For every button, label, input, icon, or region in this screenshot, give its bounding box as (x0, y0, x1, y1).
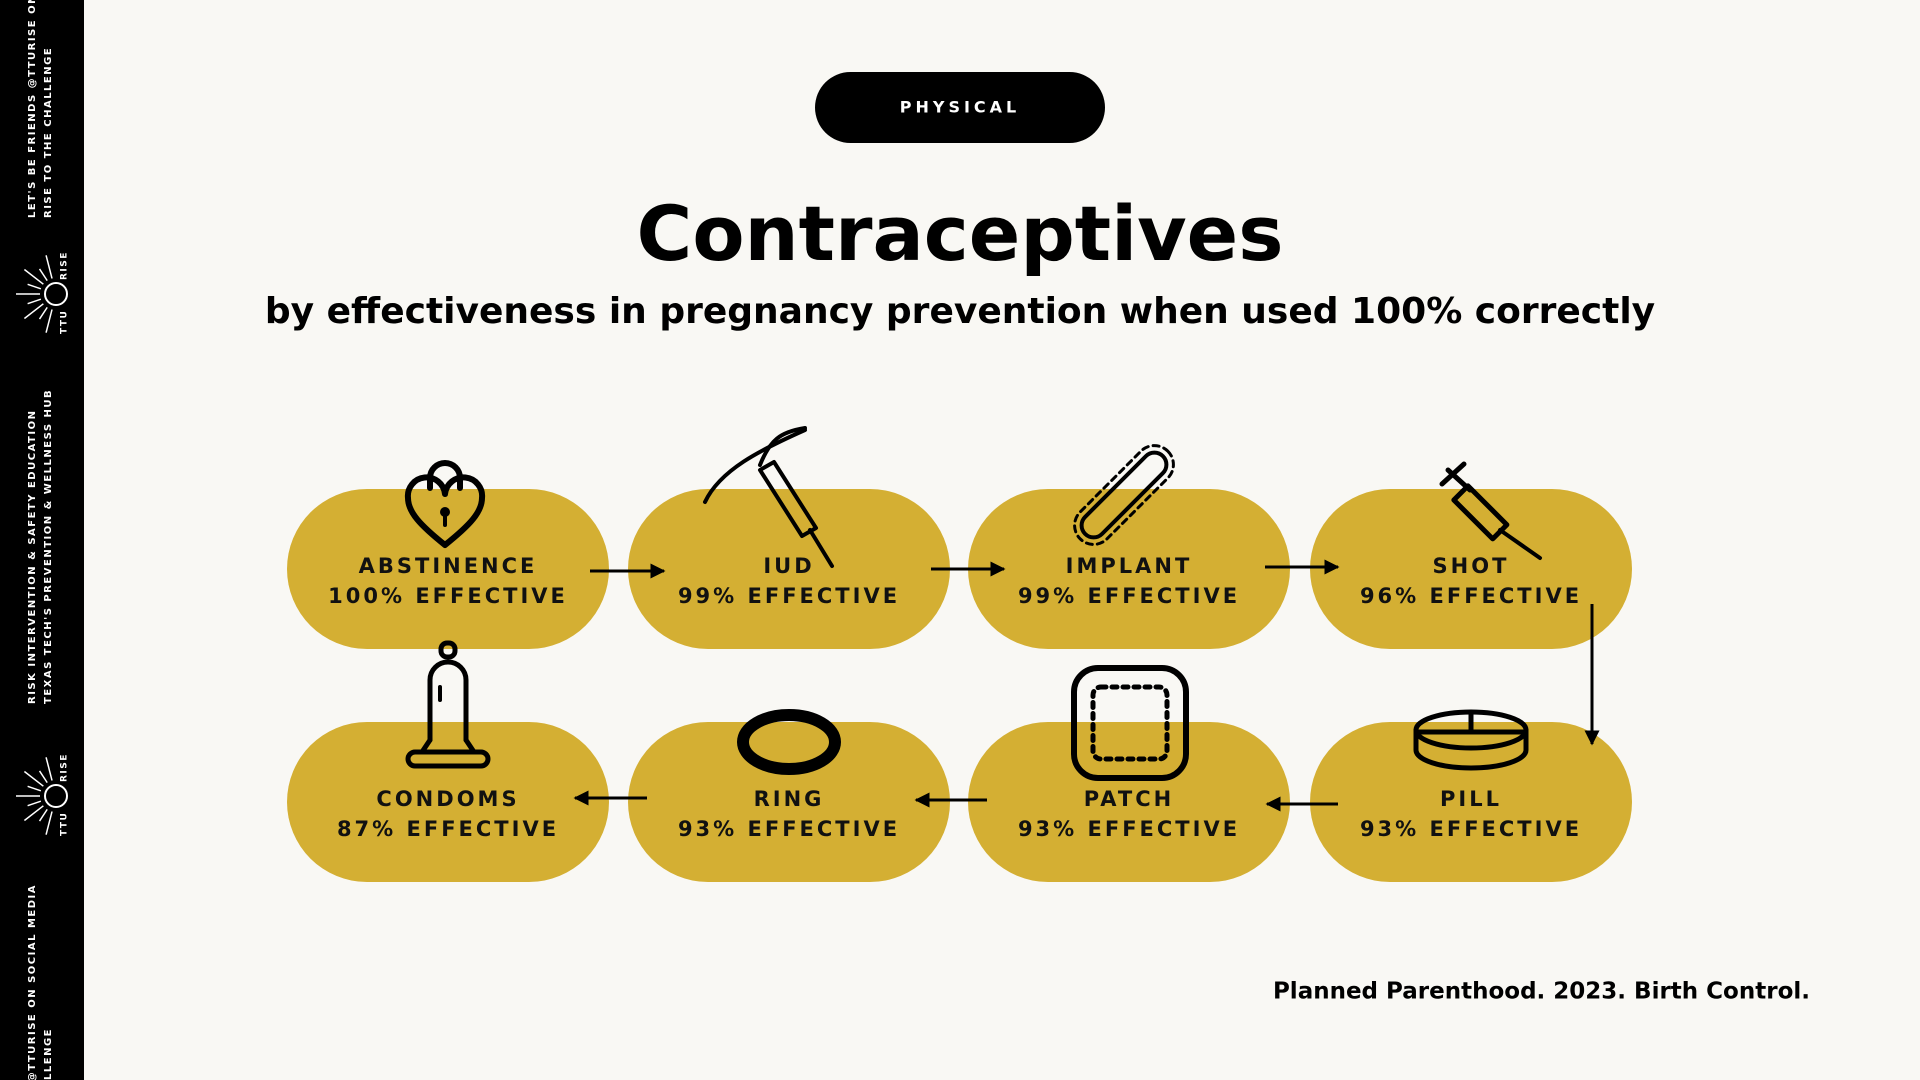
node-effectiveness: 93% EFFECTIVE (1360, 817, 1582, 841)
node-effectiveness: 100% EFFECTIVE (328, 584, 568, 608)
node-effectiveness: 87% EFFECTIVE (337, 817, 559, 841)
logo-ray (23, 303, 44, 320)
logo: TTU RISE (16, 251, 70, 334)
logo-ray (38, 268, 48, 282)
lock-icon (404, 460, 486, 548)
logo-text: TTU (60, 310, 70, 334)
sidebar-text: TEXAS TECH'S PREVENTION & WELLNESS HUB (43, 389, 54, 704)
nodes: ABSTINENCE 100% EFFECTIVE IUD 99% EFFECTIVE… (287, 489, 1632, 882)
sidebar-text: LLENGE (43, 1028, 54, 1080)
node-label: IUD (763, 554, 814, 578)
logo-ray (27, 283, 42, 290)
node: ABSTINENCE 100% EFFECTIVE (287, 489, 609, 649)
icons (404, 426, 1542, 781)
node: PATCH 93% EFFECTIVE (968, 722, 1290, 882)
node: SHOT 96% EFFECTIVE (1310, 489, 1632, 649)
node-effectiveness: 93% EFFECTIVE (1018, 817, 1240, 841)
arrows (573, 559, 1600, 812)
node-effectiveness: 96% EFFECTIVE (1360, 584, 1582, 608)
node-pill (287, 489, 609, 649)
node-label: RING (754, 787, 825, 811)
logo-ray (23, 268, 44, 285)
logo: TTU RISE (16, 753, 70, 836)
node-pill (968, 722, 1290, 882)
logos: TTU RISE TTU RISE (16, 251, 70, 836)
logo-ray (38, 770, 48, 784)
logo-ray (23, 770, 44, 787)
implant-icon (1073, 444, 1175, 546)
subtitle: by effectiveness in pregnancy prevention… (265, 291, 1655, 332)
pill-icon (1413, 709, 1529, 771)
ring-icon (737, 709, 841, 775)
logo-text: TTU (60, 812, 70, 836)
logo-ray (38, 306, 48, 320)
logo-ray (45, 757, 53, 781)
node-label: CONDOMS (376, 787, 519, 811)
node-label: PILL (1440, 787, 1502, 811)
logo-ray (27, 785, 42, 792)
node-label: SHOT (1433, 554, 1510, 578)
node-label: PATCH (1084, 787, 1174, 811)
sidebar-text: @TTURISE ON SOCIAL MEDIA (27, 884, 38, 1080)
logo-ray (45, 811, 53, 835)
logo-text: RISE (60, 251, 70, 280)
logo-ray (38, 808, 48, 822)
iud-icon (703, 426, 834, 568)
node: PILL 93% EFFECTIVE (1310, 722, 1632, 882)
node-pill (1310, 722, 1632, 882)
node: IUD 99% EFFECTIVE (628, 489, 950, 649)
patch-icon (1071, 665, 1189, 781)
logo-ray (27, 800, 42, 807)
logo-ray (45, 309, 53, 333)
title: Contraceptives (637, 189, 1284, 278)
logo-ray (27, 298, 42, 305)
badge (815, 72, 1105, 143)
logo-ray (23, 805, 44, 822)
sidebar-text: RISE TO THE CHALLENGE (43, 47, 54, 218)
node: CONDOMS 87% EFFECTIVE (287, 722, 609, 882)
citation: Planned Parenthood. 2023. Birth Control. (1273, 979, 1810, 1005)
sidebar-text: RISK INTERVENTION & SAFETY EDUCATION (27, 410, 38, 704)
node-effectiveness: 99% EFFECTIVE (678, 584, 900, 608)
node-effectiveness: 99% EFFECTIVE (1018, 584, 1240, 608)
badge-text: PHYSICAL (900, 98, 1021, 117)
logo-circle (44, 282, 68, 306)
node-pill (968, 489, 1290, 649)
logo-circle (44, 784, 68, 808)
node: IMPLANT 99% EFFECTIVE (968, 489, 1290, 649)
node-pill (1310, 489, 1632, 649)
node: RING 93% EFFECTIVE (628, 722, 950, 882)
node-effectiveness: 93% EFFECTIVE (678, 817, 900, 841)
logo-ray (45, 255, 53, 279)
sidebar-text: LET'S BE FRIENDS @TTURISE ON (27, 0, 38, 218)
node-pill (287, 722, 609, 882)
node-pill (628, 489, 950, 649)
sidebar (0, 0, 84, 1080)
condom-icon (405, 640, 491, 769)
node-label: IMPLANT (1066, 554, 1193, 578)
syringe-icon (1439, 461, 1542, 560)
node-pill (628, 722, 950, 882)
logo-text: RISE (60, 753, 70, 782)
node-label: ABSTINENCE (359, 554, 538, 578)
